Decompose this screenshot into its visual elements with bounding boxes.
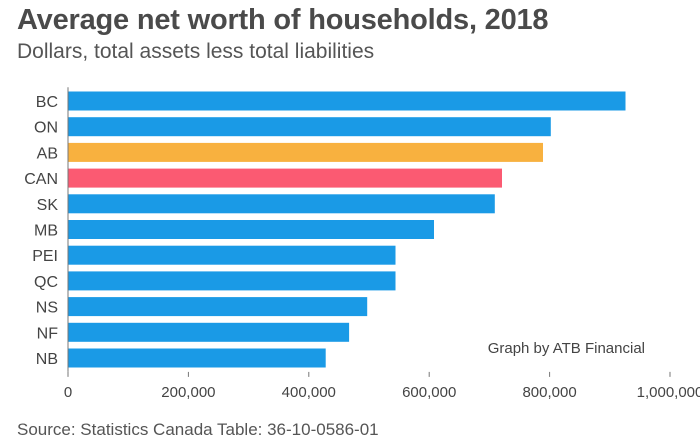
x-tick-label: 600,000 [402,384,456,401]
x-ticks-group: 0 200,000 400,000 600,000 800,000 1,000,000 [64,371,700,401]
category-label-mb: MB [34,223,58,240]
bar-nf [68,322,350,342]
category-label-nf: NF [37,325,59,342]
x-tick-label: 1,000,000 [637,384,700,401]
bar-nb [68,348,326,368]
category-label-ns: NS [36,300,58,317]
bar-on [68,117,551,137]
bar-pei [68,245,396,265]
bar-ab [68,142,543,162]
category-label-pei: PEI [32,248,58,265]
category-label-ab: AB [37,145,58,162]
x-tick-label: 0 [64,384,72,401]
bar-mb [68,220,434,239]
category-label-can: CAN [24,171,58,188]
bar-qc [68,271,396,291]
x-tick-label: 200,000 [161,384,215,401]
category-label-bc: BC [36,94,58,111]
chart-title: Average net worth of households, 2018 [17,4,549,36]
x-tick-label: 400,000 [282,384,336,401]
chart-subtitle: Dollars, total assets less total liabili… [17,40,375,63]
category-label-nb: NB [36,351,58,368]
bars-group [68,91,626,368]
bar-sk [68,194,495,214]
bar-ns [68,297,368,317]
source-note: Source: Statistics Canada Table: 36-10-0… [17,420,379,439]
category-label-sk: SK [37,197,59,214]
x-tick-label: 800,000 [522,384,576,401]
bar-can [68,168,502,188]
category-label-on: ON [34,120,58,137]
category-labels-group: BC ON AB CAN SK MB PEI QC NS NF NB [24,94,58,368]
bar-bc [68,91,626,111]
credit-annotation: Graph by ATB Financial [488,340,645,357]
category-label-qc: QC [34,274,58,291]
